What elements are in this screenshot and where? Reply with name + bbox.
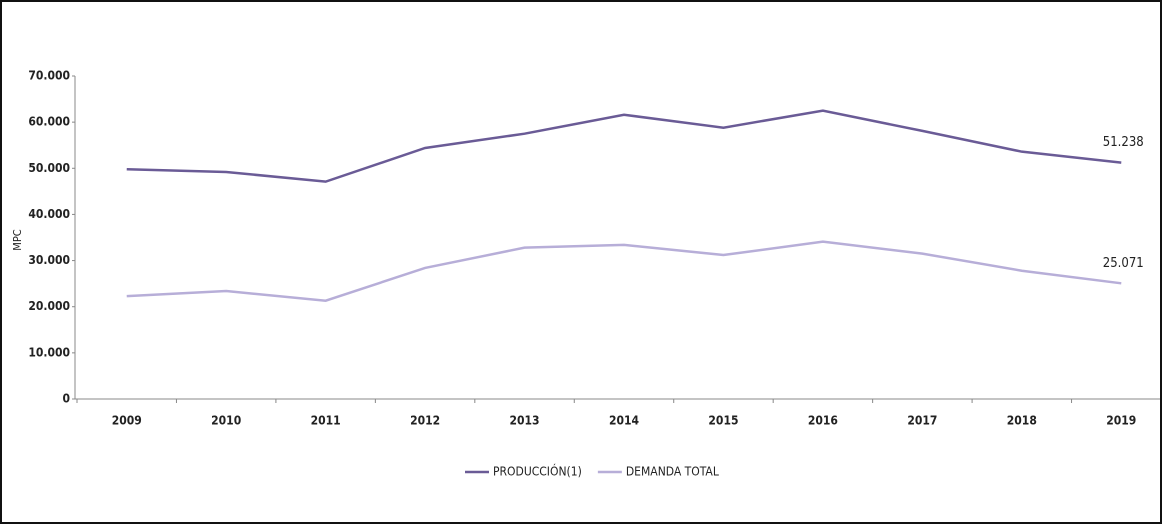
- x-tick-label: 2014: [609, 414, 640, 428]
- y-tick-label: 0: [62, 392, 70, 406]
- y-tick-label: 50.000: [28, 161, 70, 175]
- y-tick-label: 70.000: [28, 69, 70, 83]
- x-tick-label: 2011: [311, 414, 341, 428]
- x-tick-label: 2012: [410, 414, 440, 428]
- legend-label: PRODUCCIÓN(1): [493, 464, 582, 479]
- x-tick-label: 2015: [708, 414, 738, 428]
- x-tick-label: 2010: [211, 414, 241, 428]
- y-tick-label: 40.000: [28, 207, 70, 221]
- data-label: 25.071: [1103, 256, 1144, 271]
- data-label: 51.238: [1103, 135, 1144, 150]
- y-axis-label: MPC: [11, 229, 24, 251]
- x-tick-label: 2017: [907, 414, 937, 428]
- y-tick-label: 10.000: [28, 345, 70, 359]
- y-tick-label: 60.000: [28, 115, 70, 129]
- y-tick-label: 20.000: [28, 299, 70, 313]
- series-line: [126, 109, 1122, 183]
- x-tick-label: 2016: [808, 414, 838, 428]
- series-line: [126, 240, 1122, 302]
- x-tick-label: 2013: [510, 414, 540, 428]
- legend-label: DEMANDA TOTAL: [626, 465, 719, 479]
- x-tick-label: 2018: [1007, 414, 1037, 428]
- y-tick-label: 30.000: [28, 253, 70, 267]
- x-tick-label: 2009: [112, 414, 142, 428]
- x-tick-label: 2019: [1106, 414, 1136, 428]
